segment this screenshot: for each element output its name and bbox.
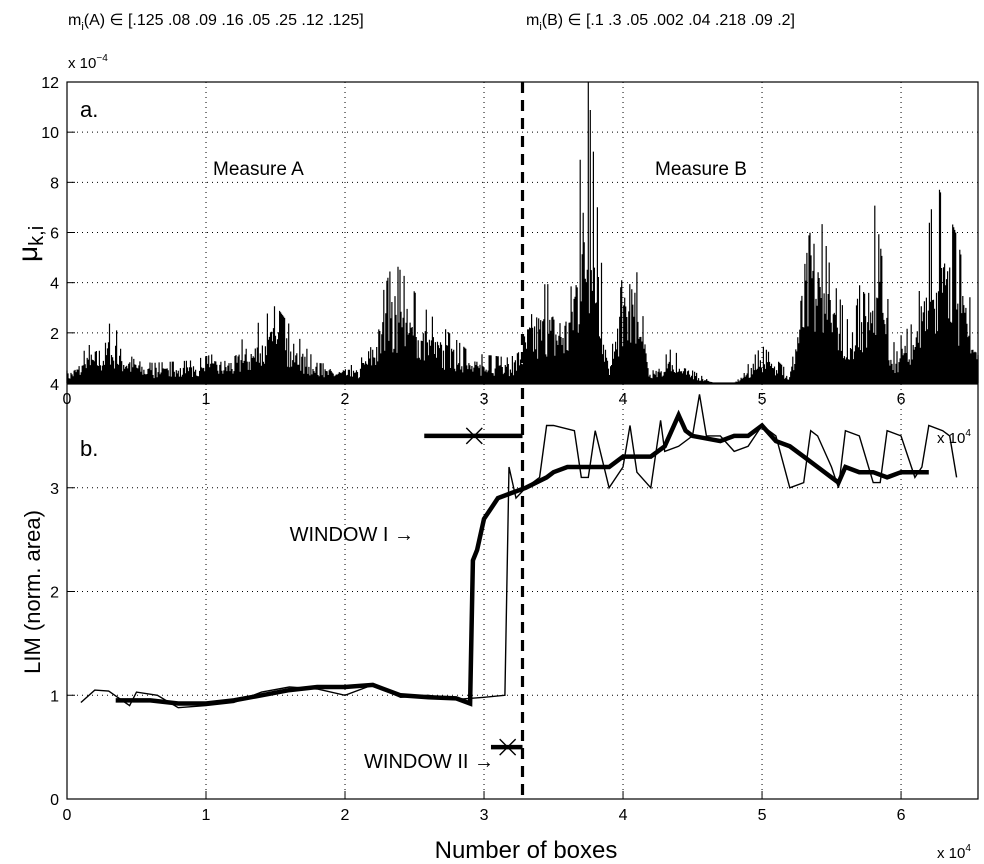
panel-b-axes-box	[66, 383, 979, 800]
window-two-label: WINDOW II →	[364, 751, 494, 773]
panel-b-y-tick-label: 1	[50, 688, 59, 705]
panel-a-y-tick-label: 6	[50, 226, 59, 243]
panel-a-y-tick-label: 4	[50, 276, 59, 293]
measure-a-annotation: Measure A	[213, 159, 304, 180]
panel-b-y-label: LIM (norm. area)	[20, 510, 45, 674]
window-one-label: WINDOW I →	[290, 524, 414, 546]
window-two-marker	[499, 738, 517, 756]
panel-b-x-tick-label: 5	[758, 807, 767, 824]
measure-a-weights: mi(A) ∈ [.125 .08 .09 .16 .05 .25 .12 .1…	[68, 12, 364, 33]
panel-b-y-tick-label: 0	[50, 792, 59, 809]
panel-b-x-tick-label: 2	[341, 807, 350, 824]
measure-b-weights: mi(B) ∈ [.1 .3 .05 .002 .04 .218 .09 .2]	[526, 12, 795, 33]
panel-a-y-exponent: x 10−4	[68, 53, 108, 72]
panel-b: 0 1 2 3 4 5 6 0 1 2 3 4 b. WINDOW I → WINDOW II → x…	[20, 377, 979, 864]
measure-b-annotation: Measure B	[655, 159, 747, 180]
panel-b-x-tick-label: 0	[63, 807, 72, 824]
panel-b-x-exponent: x 104	[937, 843, 971, 862]
window-one-marker	[465, 427, 483, 445]
window-markers	[424, 427, 523, 756]
panel-b-ticks: 0 1 2 3 4 5 6 0 1 2 3 4	[50, 377, 905, 824]
panel-b-x-tick-label: 6	[897, 807, 906, 824]
panel-b-y-tick-label: 2	[50, 585, 59, 602]
panel-a-y-tick-label: 10	[41, 125, 59, 142]
panel-b-y-tick-label: 3	[50, 481, 59, 498]
panel-a-y-tick-label: 2	[50, 326, 59, 343]
panel-b-thin-series	[80, 394, 958, 709]
panel-b-x-tick-label: 4	[619, 807, 628, 824]
panel-a-x-exponent: x 104	[937, 428, 971, 447]
panel-b-label: b.	[80, 436, 98, 461]
panel-b-thick-series	[115, 409, 929, 707]
panel-a-y-tick-label: 8	[50, 175, 59, 192]
panel-a-label: a.	[80, 97, 98, 122]
panel-b-x-tick-label: 1	[202, 807, 211, 824]
panel-a-y-tick-label: 12	[41, 75, 59, 92]
panel-b-x-tick-label: 3	[480, 807, 489, 824]
panel-a-y-label: μk,i	[12, 226, 48, 262]
panel-b-x-label: Number of boxes	[435, 837, 618, 864]
panel-b-y-tick-label: 4	[50, 377, 59, 394]
